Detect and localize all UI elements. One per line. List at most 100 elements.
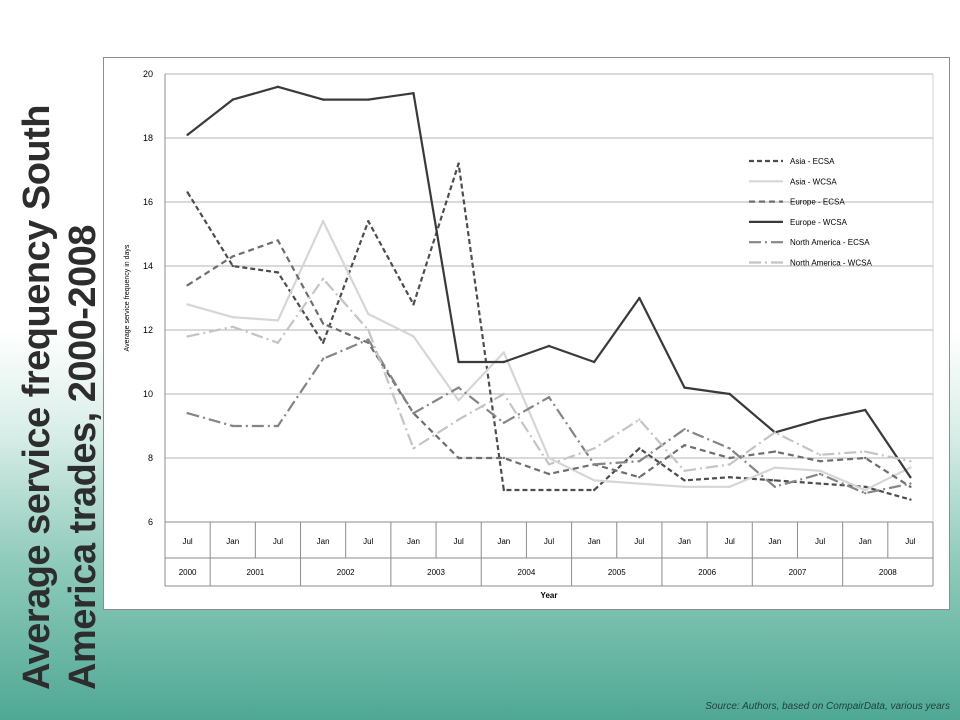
x-tick-label: Jan [317, 537, 330, 546]
data-point [502, 488, 506, 492]
x-tick-label: Jan [768, 537, 781, 546]
series-line [187, 277, 911, 472]
data-point [367, 338, 370, 341]
data-point [276, 341, 280, 344]
data-point [592, 479, 596, 482]
source-note: Source: Authors, based on CompairData, v… [705, 701, 950, 712]
y-tick-label: 20 [143, 69, 153, 79]
data-point [818, 472, 822, 476]
data-point [547, 472, 551, 476]
data-point [321, 220, 325, 223]
data-point [592, 447, 596, 450]
data-point [864, 485, 867, 488]
x-tick-label: Jul [905, 537, 915, 546]
chart-frame: 6 8 10 12 14 16 18 20 Jul Jan Jul Jan Jul Jan Jul Jan Ju… [103, 57, 950, 610]
data-point [683, 444, 686, 447]
year-label: 2007 [789, 568, 807, 577]
y-tick-label: 14 [143, 261, 153, 271]
year-label: 2005 [608, 568, 626, 577]
data-point [728, 392, 731, 396]
data-point [186, 412, 189, 415]
data-point [909, 466, 912, 469]
data-point [502, 456, 506, 460]
data-point [773, 479, 777, 482]
x-tick-label: Jan [407, 537, 420, 546]
y-tick-label: 8 [148, 453, 153, 463]
data-point [864, 456, 867, 460]
series-line [187, 239, 911, 488]
data-point [412, 92, 415, 95]
data-point [457, 386, 460, 389]
legend-label: North America - ECSA [790, 238, 870, 247]
data-point [638, 418, 641, 421]
x-tick-label: Jan [678, 537, 691, 546]
data-point [367, 98, 370, 101]
line-chart: 6 8 10 12 14 16 18 20 Jul Jan Jul Jan Jul Jan Jul Jan Ju… [124, 69, 934, 600]
data-point [728, 456, 731, 460]
year-label: 2003 [427, 568, 445, 577]
data-point [186, 191, 189, 194]
data-point [367, 312, 370, 316]
data-point [276, 424, 280, 428]
x-tick-label: Jan [588, 537, 601, 546]
data-point [728, 447, 731, 450]
data-point [502, 351, 506, 354]
year-label: 2006 [698, 568, 716, 577]
y-tick-label: 10 [143, 389, 153, 399]
data-point [638, 460, 641, 463]
x-tick-label: Jul [273, 537, 283, 546]
data-point [547, 396, 551, 399]
data-point [231, 255, 234, 258]
series-line [186, 162, 911, 501]
data-point [367, 328, 370, 332]
data-point [638, 476, 641, 479]
data-point [864, 408, 867, 412]
data-point [683, 428, 686, 431]
data-point [683, 479, 686, 482]
data-point [773, 466, 777, 469]
data-point [818, 460, 822, 463]
data-point [321, 277, 325, 280]
data-point [818, 469, 822, 472]
data-point [457, 418, 460, 421]
data-point [638, 296, 641, 300]
data-point [909, 476, 912, 479]
legend-label: Asia - ECSA [790, 157, 835, 166]
data-point [683, 485, 686, 488]
data-point [457, 162, 460, 165]
data-point [909, 485, 912, 488]
year-label: 2001 [246, 568, 264, 577]
data-point [728, 476, 731, 479]
data-point [547, 344, 551, 348]
data-point [367, 220, 370, 223]
data-point [547, 488, 551, 492]
data-point [186, 284, 189, 287]
data-point [864, 492, 867, 495]
data-point [818, 482, 822, 485]
data-point [502, 360, 506, 364]
data-point [864, 450, 867, 453]
data-point [683, 386, 686, 389]
x-tick-label: Jul [544, 537, 554, 546]
data-point [592, 488, 596, 492]
data-point [818, 418, 822, 421]
data-point [773, 431, 777, 434]
year-label: 2000 [179, 568, 197, 577]
data-point [909, 498, 912, 501]
legend-label: Europe - WCSA [790, 218, 848, 227]
data-point [683, 469, 686, 472]
data-point [231, 316, 234, 319]
data-point [186, 303, 189, 306]
data-point [186, 335, 189, 338]
data-point [773, 450, 777, 453]
data-point [457, 399, 460, 402]
x-tick-label: Jul [634, 537, 644, 546]
data-point [321, 322, 325, 325]
y-tick-label: 6 [148, 517, 153, 527]
data-point [728, 463, 731, 466]
y-axis-title: Average service frequency in days [124, 244, 131, 351]
legend-label: Europe - ECSA [790, 198, 845, 207]
x-tick-label: Jan [226, 537, 239, 546]
data-point [276, 319, 280, 322]
x-tick-label: Jul [182, 537, 192, 546]
